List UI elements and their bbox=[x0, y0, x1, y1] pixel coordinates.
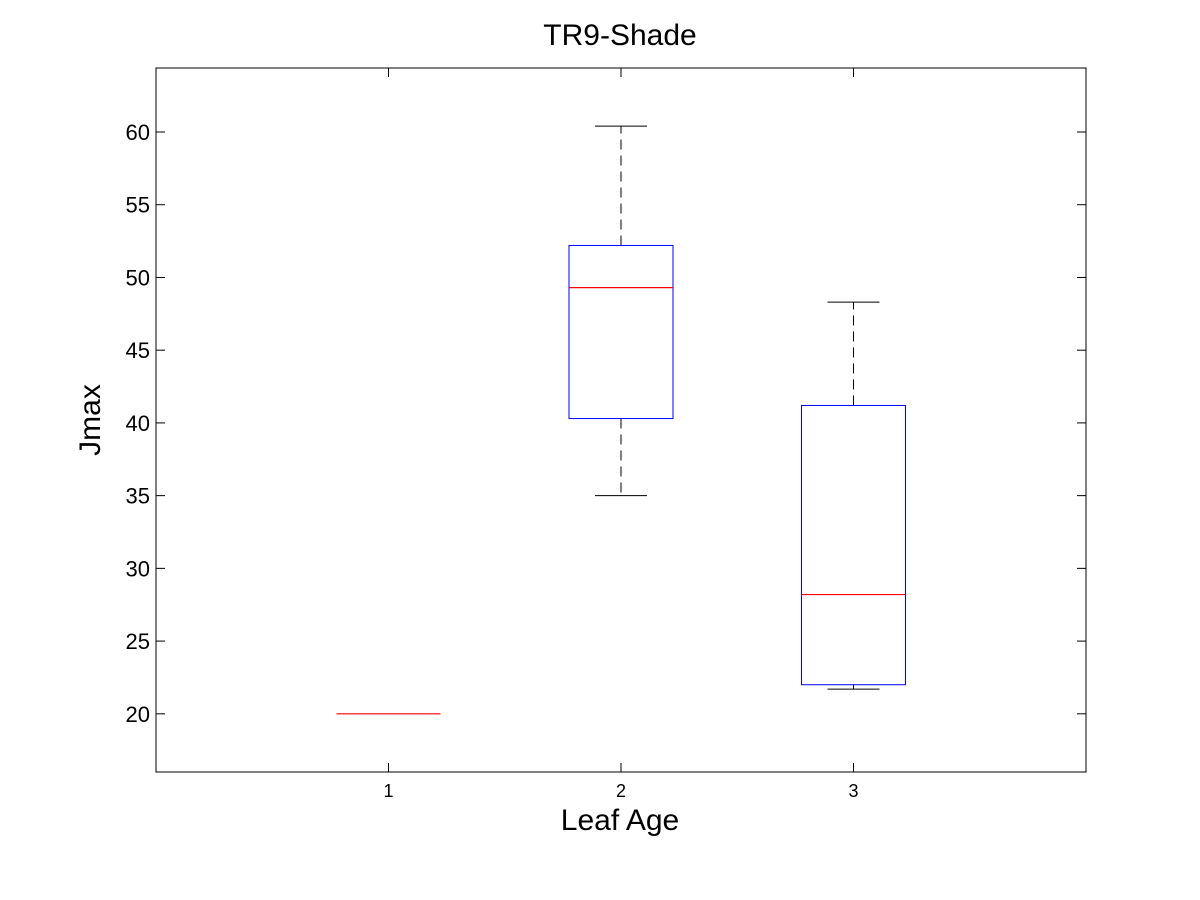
box-category-3 bbox=[801, 301, 906, 690]
iqr-box bbox=[568, 244, 674, 420]
box-category-2 bbox=[568, 125, 674, 497]
y-tick-label: 55 bbox=[126, 193, 150, 218]
y-tick-label: 20 bbox=[126, 702, 150, 727]
x-tick-label: 1 bbox=[383, 781, 393, 801]
x-axis-label: Leaf Age bbox=[561, 804, 679, 837]
iqr-box bbox=[801, 404, 906, 686]
y-tick-label: 25 bbox=[126, 629, 150, 654]
y-tick-label: 35 bbox=[126, 484, 150, 509]
y-tick-label: 40 bbox=[126, 411, 150, 436]
chart-title: TR9-Shade bbox=[543, 19, 696, 52]
y-axis-label: Jmax bbox=[74, 384, 107, 456]
x-tick-label: 3 bbox=[848, 781, 858, 801]
y-tick-label: 60 bbox=[126, 120, 150, 145]
y-tick-label: 50 bbox=[126, 265, 150, 290]
y-tick-label: 30 bbox=[126, 556, 150, 581]
plot-area: 20 25 30 35 40 45 50 55 60 1 2 3 bbox=[126, 67, 1087, 801]
x-tick-label: 2 bbox=[616, 781, 626, 801]
y-tick-label: 45 bbox=[126, 338, 150, 363]
